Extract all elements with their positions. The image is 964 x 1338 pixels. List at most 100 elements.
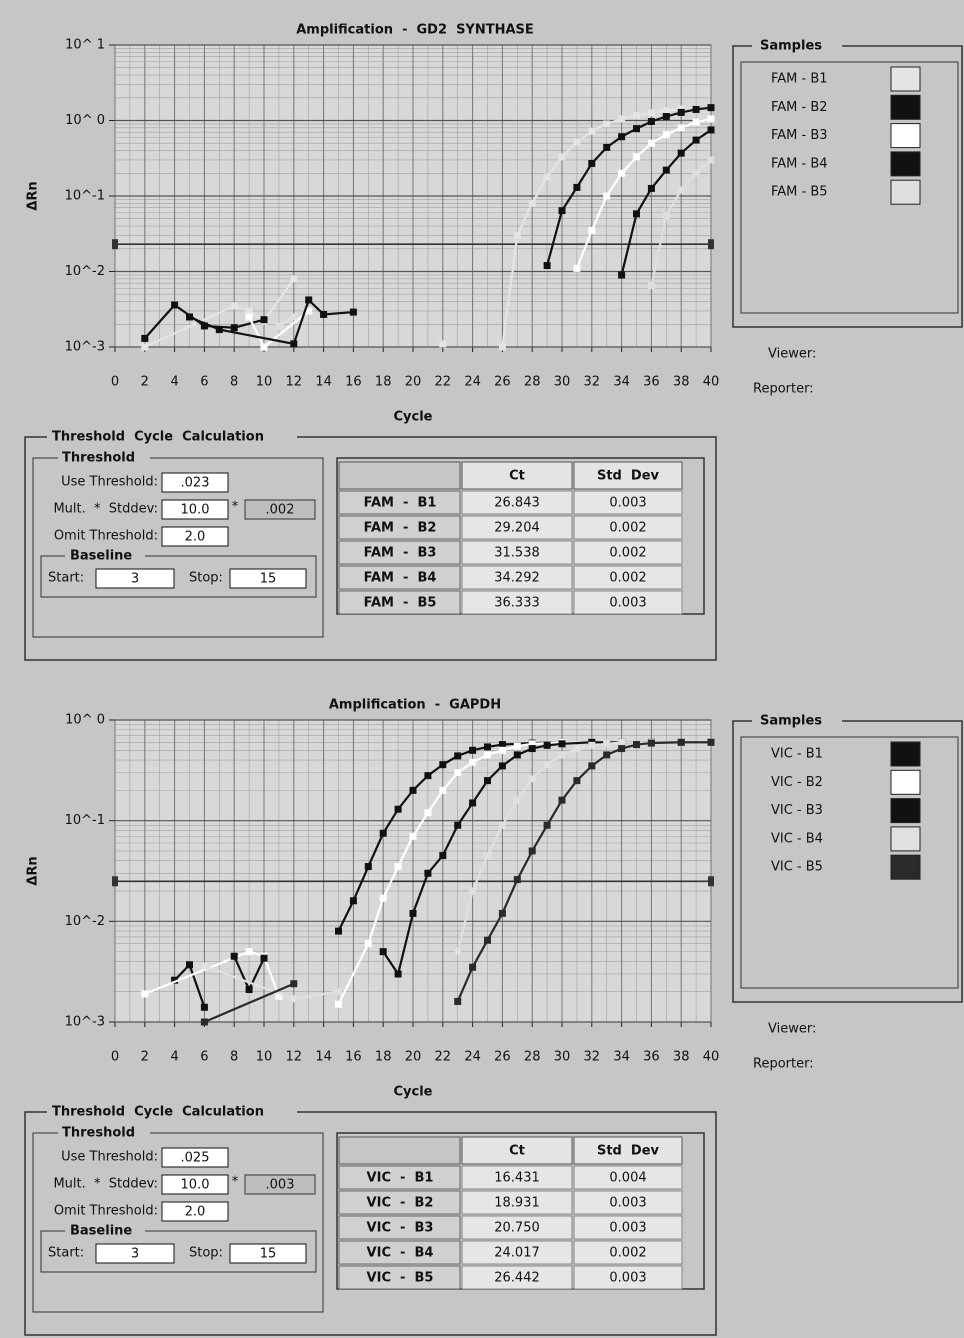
input-box[interactable] [95, 1243, 175, 1264]
input-box[interactable] [161, 499, 229, 520]
table-cell [573, 1165, 683, 1190]
legend-swatch[interactable] [890, 123, 921, 149]
legend-label[interactable]: FAM - B1 [771, 72, 828, 87]
input-value[interactable]: 2.0 [185, 530, 206, 545]
legend-swatch[interactable] [890, 741, 921, 767]
input-value[interactable]: 3 [131, 572, 139, 587]
data-point [469, 799, 477, 807]
field-label: Start: [48, 1246, 84, 1261]
legend-swatch[interactable] [890, 66, 921, 92]
input-box[interactable] [229, 568, 307, 589]
field-label: Start: [48, 571, 84, 586]
samples-title-bg [752, 711, 842, 731]
row-label: VIC - B5 [367, 1271, 434, 1286]
input-box[interactable] [161, 1147, 229, 1168]
y-tick-label: 10^-1 [65, 813, 105, 828]
input-box[interactable] [161, 1201, 229, 1222]
data-point [647, 184, 655, 192]
input-value[interactable]: 10.0 [181, 1178, 210, 1193]
x-tick-label: 10 [256, 375, 273, 390]
data-point [439, 761, 447, 769]
data-point [484, 852, 491, 860]
legend-label[interactable]: VIC - B1 [771, 747, 823, 762]
data-point [424, 869, 432, 877]
data-point [603, 143, 611, 151]
legend-label[interactable]: FAM - B5 [771, 185, 828, 200]
input-box[interactable] [161, 1174, 229, 1195]
header-label: Std Dev [597, 1144, 660, 1159]
table-value: 16.431 [494, 1171, 540, 1186]
y-tick-label: 10^-2 [65, 914, 105, 929]
legend-label[interactable]: FAM - B3 [771, 128, 828, 143]
x-tick-label: 34 [613, 1050, 630, 1065]
input-value[interactable]: 10.0 [181, 503, 210, 518]
legend-label[interactable]: FAM - B2 [771, 100, 828, 115]
data-point [618, 169, 626, 177]
table-value: 0.004 [609, 1171, 646, 1186]
input-value[interactable]: 15 [260, 1247, 277, 1262]
input-box[interactable] [229, 1243, 307, 1264]
legend-swatch[interactable] [890, 826, 921, 852]
legend-label[interactable]: VIC - B3 [771, 803, 823, 818]
field-label: Use Threshold: [61, 1150, 158, 1165]
input-value[interactable]: 15 [260, 572, 277, 587]
operator: * [232, 500, 239, 515]
data-point [618, 745, 626, 753]
data-point [424, 772, 432, 780]
data-point [543, 761, 551, 769]
samples-box [732, 720, 963, 1003]
legend-swatch[interactable] [890, 798, 921, 824]
data-point [707, 738, 715, 746]
panel: 0 2 4 6 8 10 12 14 16 18 20 22 24 26 28 30 32 34 36 38 4010^… [24, 698, 963, 1336]
header-cell [338, 461, 461, 490]
x-tick-label: 24 [464, 375, 481, 390]
data-point [498, 343, 506, 351]
y-tick-label: 10^-2 [65, 264, 105, 279]
legend-swatch[interactable] [890, 179, 921, 205]
legend-swatch[interactable] [890, 94, 921, 120]
data-point [335, 1000, 342, 1008]
data-point [618, 133, 626, 141]
data-point [409, 786, 417, 794]
input-value[interactable]: .023 [181, 476, 210, 491]
data-point [588, 741, 596, 749]
legend-swatch[interactable] [890, 769, 921, 795]
input-box[interactable] [161, 526, 229, 547]
table-cell [461, 565, 573, 590]
legend-label[interactable]: VIC - B5 [771, 860, 823, 875]
data-point [692, 118, 700, 126]
samples-list [740, 61, 959, 314]
header-label: Std Dev [597, 469, 660, 484]
data-point [528, 847, 536, 855]
input-value[interactable]: 3 [131, 1247, 139, 1262]
data-point [498, 909, 506, 917]
row-header-cell [338, 490, 461, 515]
data-point [603, 120, 611, 128]
table-cell [573, 515, 683, 540]
data-point [245, 313, 253, 321]
x-tick-label: 0 [111, 375, 119, 390]
data-point [186, 961, 193, 969]
data-point [215, 326, 223, 334]
legend-label[interactable]: VIC - B4 [771, 831, 823, 846]
viewer-label: Viewer: [768, 1022, 816, 1037]
x-tick-label: 28 [524, 1050, 541, 1065]
input-value[interactable]: 2.0 [185, 1205, 206, 1220]
legend-label[interactable]: FAM - B4 [771, 156, 828, 171]
input-value[interactable]: .025 [181, 1151, 210, 1166]
input-box[interactable] [95, 568, 175, 589]
input-box[interactable] [161, 472, 229, 493]
y-tick-label: 10^ 1 [65, 38, 105, 53]
data-point [484, 743, 491, 751]
chart-title: Amplification - GD2 SYNTHASE [296, 23, 534, 38]
data-point [439, 786, 447, 794]
x-tick-label: 32 [584, 375, 601, 390]
legend-label[interactable]: VIC - B2 [771, 775, 823, 790]
x-tick-label: 22 [435, 1050, 452, 1065]
row-label: FAM - B3 [364, 546, 437, 561]
x-tick-label: 14 [315, 1050, 332, 1065]
legend-swatch[interactable] [890, 151, 921, 177]
legend-swatch[interactable] [890, 854, 921, 880]
row-header-cell [338, 565, 461, 590]
data-point [513, 751, 521, 759]
